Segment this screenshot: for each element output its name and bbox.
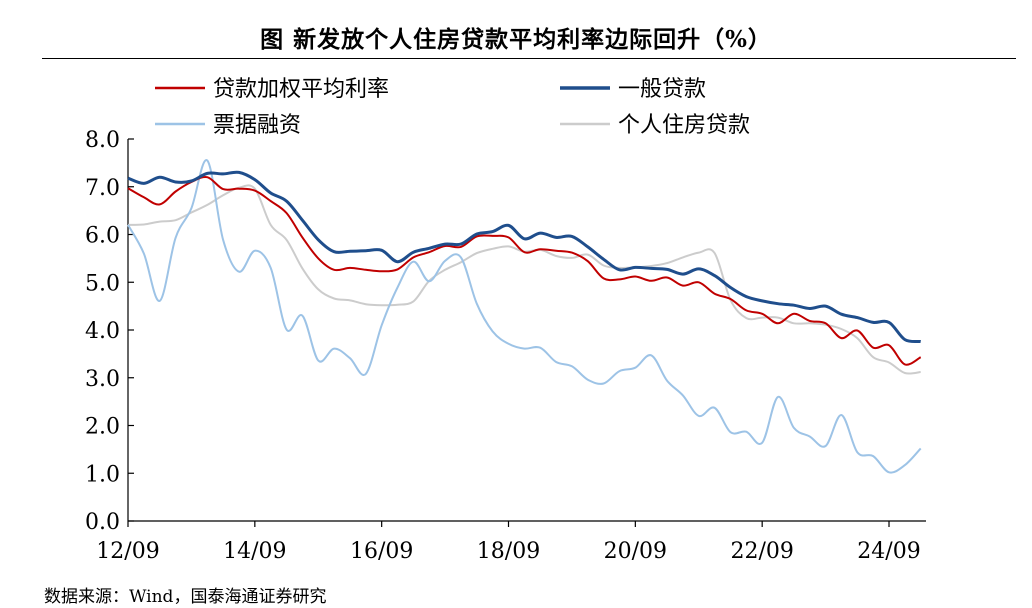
x-tick-label: 24/09 (857, 539, 920, 564)
series-line-3 (127, 184, 921, 375)
series-layer (127, 159, 922, 474)
y-tick-label: 2.0 (85, 415, 120, 440)
y-tick-label: 8.0 (85, 128, 120, 153)
source-note: 数据来源：Wind，国泰海通证券研究 (44, 587, 327, 607)
x-tick-label: 20/09 (604, 539, 667, 564)
series-line-2 (127, 159, 922, 474)
x-tick-label: 18/09 (477, 539, 540, 564)
legend-label-0: 贷款加权平均利率 (213, 77, 389, 102)
x-tick-label: 16/09 (350, 539, 413, 564)
y-tick-label: 4.0 (85, 319, 120, 344)
y-tick-label: 5.0 (85, 271, 120, 296)
legend-label-1: 一般贷款 (618, 77, 706, 102)
x-tick-label: 12/09 (96, 539, 159, 564)
series-line-0 (127, 175, 922, 366)
legend-label-2: 票据融资 (213, 113, 301, 138)
legend-label-3: 个人住房贷款 (618, 113, 750, 138)
x-tick-label: 14/09 (223, 539, 286, 564)
series-line-1 (127, 170, 921, 344)
y-tick-label: 3.0 (85, 367, 120, 392)
title-divider (42, 58, 1016, 59)
chart-title: 图 新发放个人住房贷款平均利率边际回升（%） (260, 26, 772, 53)
x-tick-label: 22/09 (730, 539, 793, 564)
y-tick-label: 0.0 (85, 510, 120, 535)
y-axis: 0.0 1.0 2.0 3.0 4.0 5.0 6.0 7.0 8.0 (85, 128, 134, 535)
y-tick-label: 1.0 (85, 462, 120, 487)
x-axis: 12/09 14/09 16/09 18/09 20/09 22/09 24/09 (96, 520, 926, 564)
y-tick-label: 6.0 (85, 224, 120, 249)
y-tick-label: 7.0 (85, 176, 120, 201)
